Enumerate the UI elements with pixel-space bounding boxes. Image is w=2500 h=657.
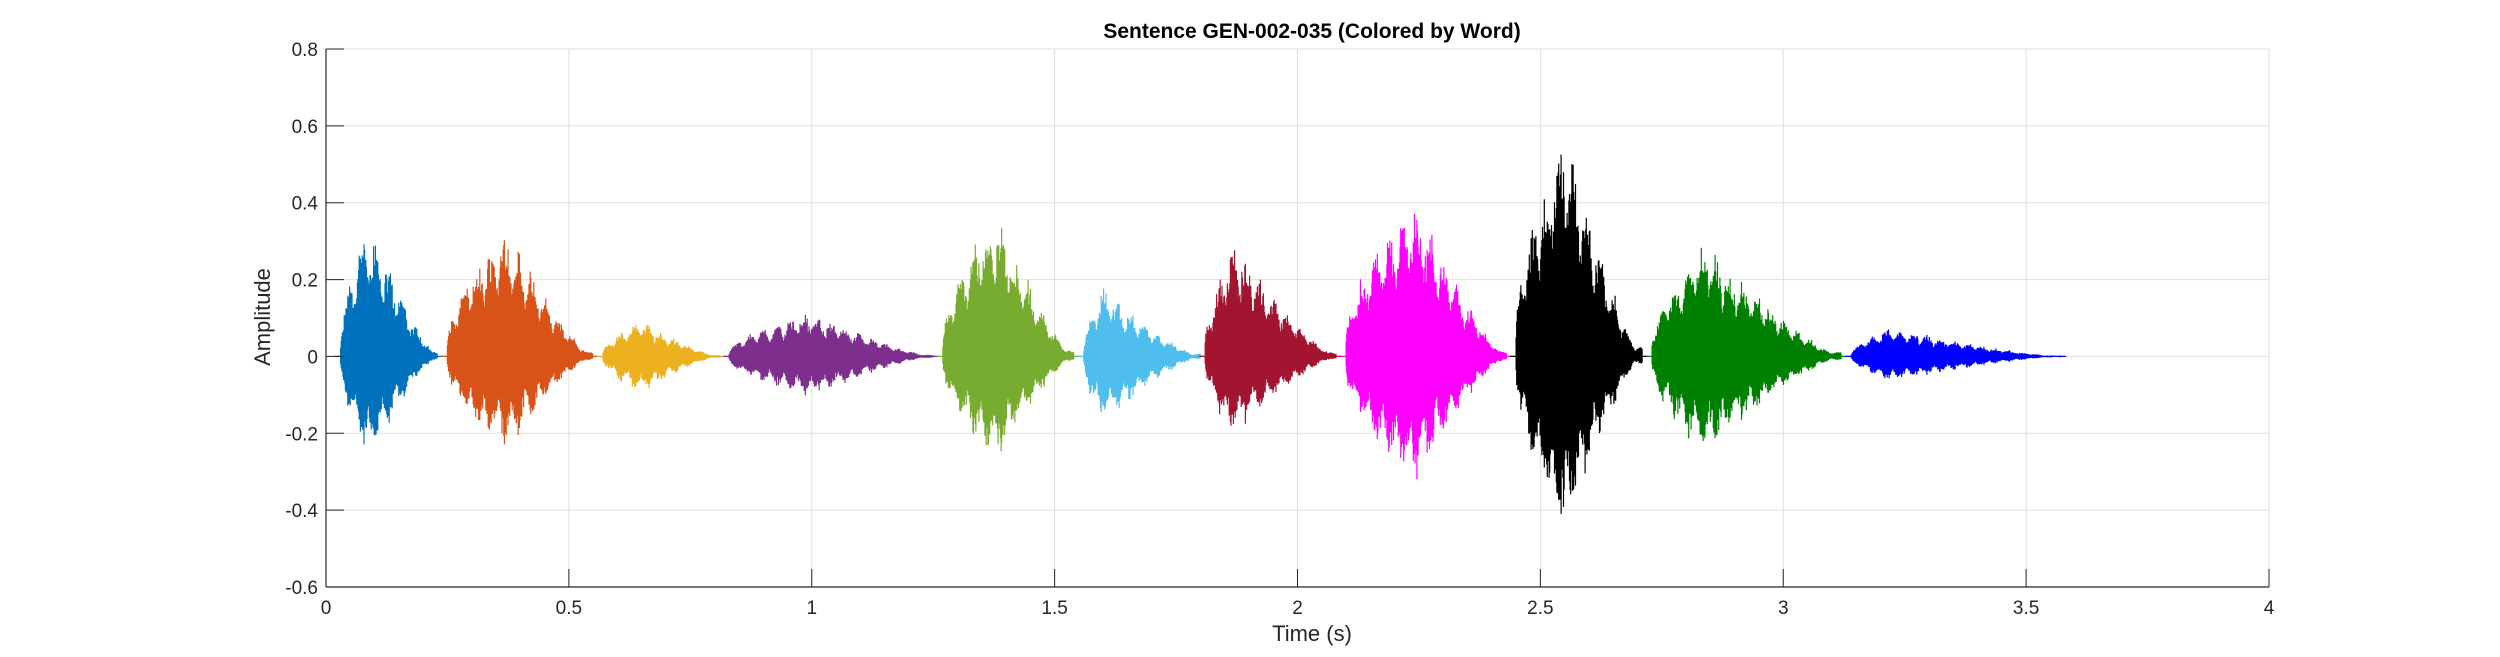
x-tick-label: 1 — [806, 598, 817, 619]
y-tick-label: -0.2 — [285, 424, 318, 445]
waveform-segment — [596, 324, 726, 389]
axes — [325, 48, 2270, 588]
chart-title: Sentence GEN-002-035 (Colored by Word) — [1103, 20, 1520, 43]
x-tick-label: 1.5 — [1041, 598, 1067, 619]
y-axis-label: Amplitude — [250, 268, 275, 366]
waveform-segment — [441, 240, 600, 445]
y-tick-label: -0.6 — [285, 578, 318, 599]
x-axis-label: Time (s) — [1272, 621, 1352, 646]
y-tick-label: 0 — [307, 347, 318, 368]
y-tick-label: -0.4 — [285, 501, 318, 522]
y-tick-label: 0.8 — [292, 40, 318, 61]
y-tick-label: 0.6 — [292, 117, 318, 138]
grid — [325, 48, 2270, 588]
waveform-segment — [1646, 247, 1848, 441]
x-tick-label: 0 — [321, 598, 332, 619]
waveform-segment — [1510, 154, 1649, 514]
y-tick-label: 0.4 — [292, 194, 319, 215]
x-tick-label: 2.5 — [1527, 598, 1553, 619]
y-tick-label: 0.2 — [292, 271, 318, 292]
tick-labels: 0 0.5 1 1.5 2 2.5 3 3.5 4 -0.6 -0.4 -0.2 0 0.2 0.4 0.6 0… — [285, 40, 2274, 619]
x-tick-label: 3 — [1778, 598, 1789, 619]
x-tick-label: 0.5 — [556, 598, 582, 619]
x-tick-label: 4 — [2264, 598, 2275, 619]
waveform-series — [334, 154, 2067, 514]
x-tick-label: 3.5 — [2013, 598, 2039, 619]
waveform-segment — [1340, 213, 1513, 479]
waveform-segment — [936, 227, 1081, 452]
waveform-segment — [1077, 288, 1207, 413]
x-tick-label: 2 — [1292, 598, 1303, 619]
waveform-segment — [723, 314, 940, 396]
waveform-segment — [334, 244, 444, 445]
waveform-segment — [1199, 250, 1343, 426]
waveform-segment — [1845, 329, 2067, 379]
